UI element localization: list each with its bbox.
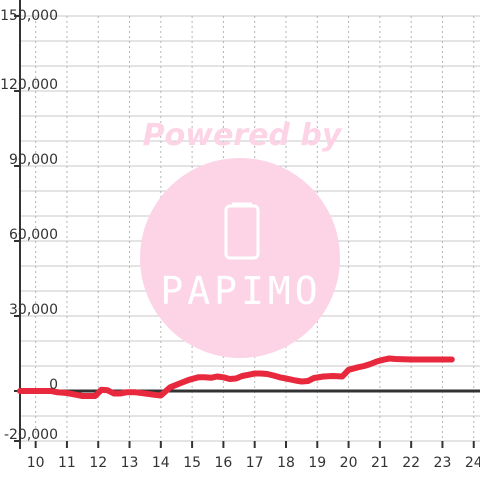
horizontal-gridlines xyxy=(20,15,480,442)
x-tick-label: 10 xyxy=(27,455,45,471)
x-tick-label: 22 xyxy=(402,455,420,471)
watermark-logo-text: PAPIMO xyxy=(160,269,321,313)
series-layer xyxy=(17,355,455,399)
y-tick-label: 30,000 xyxy=(9,302,58,318)
x-tick-label: 24 xyxy=(465,455,480,471)
powered-by-papimo-watermark: Powered by PAPIMO xyxy=(140,118,343,358)
y-tick-label: 150,000 xyxy=(0,8,58,24)
x-tick-label: 20 xyxy=(340,455,358,471)
series-line-0 xyxy=(17,355,455,399)
y-tick-label: -20,000 xyxy=(4,427,58,443)
phone-icon xyxy=(224,202,260,260)
watermark-powered-text: Powered by xyxy=(143,118,343,153)
x-tick-label: 13 xyxy=(121,455,139,471)
y-tick-label: 60,000 xyxy=(9,227,58,243)
x-tick-label: 21 xyxy=(371,455,389,471)
x-tick-label: 16 xyxy=(214,455,232,471)
x-tick-label: 17 xyxy=(246,455,264,471)
x-tick-label: 15 xyxy=(183,455,201,471)
x-tick-label: 23 xyxy=(434,455,452,471)
x-tick-labels: 10 11 12 13 14 15 16 17 18 19 20 21 22 23 24 xyxy=(27,455,480,471)
x-tick-label: 14 xyxy=(152,455,170,471)
y-tick-label: 0 xyxy=(49,377,58,393)
x-tick-label: 18 xyxy=(277,455,295,471)
y-tick-labels: -20,000 0 30,000 60,000 90,000 120,000 150,000 xyxy=(0,8,58,443)
y-tick-label: 120,000 xyxy=(0,77,58,93)
x-tick-label: 12 xyxy=(89,455,107,471)
x-tick-label: 19 xyxy=(308,455,326,471)
vertical-gridlines xyxy=(35,16,475,441)
x-tick-label: 11 xyxy=(58,455,76,471)
y-tick-label: 90,000 xyxy=(9,152,58,168)
